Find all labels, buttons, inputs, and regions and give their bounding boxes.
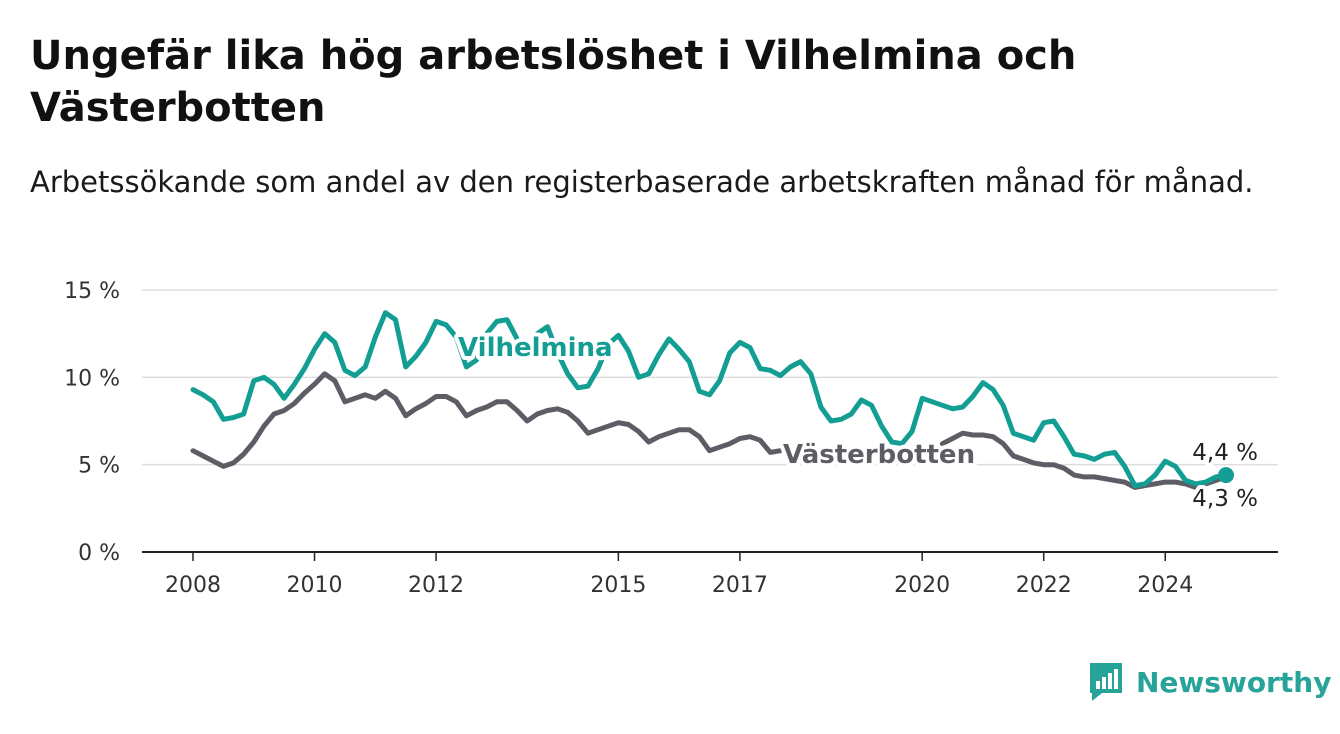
x-tick-label: 2022 — [1016, 573, 1072, 598]
svg-text:4,4 %: 4,4 % — [1192, 440, 1258, 466]
y-tick-label: 10 % — [64, 366, 120, 391]
gridlines — [142, 289, 1278, 553]
vilhelmina-end-value: 4,4 %4,4 % — [1188, 436, 1262, 470]
x-tick-label: 2017 — [712, 573, 768, 598]
x-tick-label: 2008 — [165, 573, 221, 598]
x-tick-label: 2024 — [1137, 573, 1193, 598]
vasterbotten-end-value: 4,3 %4,3 % — [1188, 482, 1262, 516]
x-tick-label: 2010 — [287, 573, 343, 598]
newsworthy-logo-icon — [1090, 663, 1122, 701]
svg-text:4,3 %: 4,3 % — [1192, 486, 1258, 512]
y-tick-label: 5 % — [78, 454, 120, 479]
svg-text:4,3 %: 4,3 % — [1192, 486, 1258, 512]
x-tick-label: 2015 — [590, 573, 646, 598]
svg-text:Vilhelmina: Vilhelmina — [458, 333, 613, 363]
y-axis-tick-labels: 0 % 5 % 10 % 15 % — [64, 279, 120, 566]
svg-text:Västerbotten: Västerbotten — [783, 440, 975, 470]
line-chart: 0 %5 %10 %15 % 2008 2010 2012 2015 2017 2020 2… — [64, 279, 1278, 598]
chart-title: Ungefär lika hög arbetslöshet i Vilhelmi… — [30, 33, 1077, 131]
svg-text:Vilhelmina: Vilhelmina — [458, 333, 613, 363]
svg-text:4,4 %: 4,4 % — [1192, 440, 1258, 466]
chart-subtitle: Arbetssökande som andel av den registerb… — [30, 165, 1254, 199]
vilhelmina-endpoint-marker — [1218, 467, 1234, 484]
brand-name: Newsworthy — [1136, 665, 1332, 699]
vasterbotten-line — [190, 371, 783, 469]
newsworthy-logo: Newsworthy — [1088, 660, 1331, 704]
x-tick-label: 2020 — [894, 573, 950, 598]
vasterbotten-line — [939, 430, 1229, 490]
y-tick-label: 15 % — [64, 279, 120, 304]
y-tick-label: 0 % — [78, 541, 120, 566]
vilhelmina-line — [190, 310, 1229, 489]
svg-text:Västerbotten: Västerbotten — [783, 440, 975, 470]
series-lines — [190, 310, 1234, 490]
x-tick-label: 2012 — [408, 573, 464, 598]
x-axis-tick-labels: 2008 2010 2012 2015 2017 2020 2022 2024 — [165, 552, 1193, 598]
